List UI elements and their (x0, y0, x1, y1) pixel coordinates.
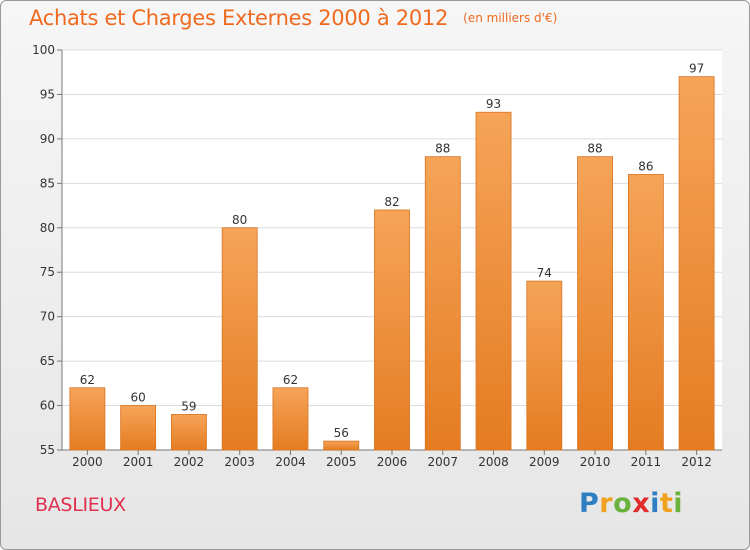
data-label: 60 (131, 391, 146, 405)
logo-letter: i (673, 488, 684, 519)
logo-letter: t (659, 488, 674, 519)
chart-title: Achats et Charges Externes 2000 à 2012 (29, 6, 449, 30)
logo-letter: r (599, 488, 614, 519)
data-label: 82 (384, 195, 399, 209)
y-tick-label: 75 (40, 265, 55, 279)
commune-name: BASLIEUX (35, 494, 126, 516)
bar (69, 387, 106, 451)
x-tick-label: 2005 (326, 455, 357, 469)
bar (272, 387, 309, 451)
x-tick-label: 2006 (377, 455, 408, 469)
x-tick-label: 2007 (427, 455, 458, 469)
bar (171, 414, 207, 451)
data-label: 93 (486, 97, 501, 111)
x-tick-label: 2001 (123, 455, 154, 469)
logo-letter: i (650, 488, 660, 519)
data-label: 88 (435, 142, 450, 156)
logo-letter: x (632, 488, 651, 519)
data-label: 62 (80, 373, 95, 387)
bar (424, 156, 461, 451)
chart-title-row: Achats et Charges Externes 2000 à 2012 (… (29, 6, 557, 30)
y-tick-label: 65 (40, 354, 55, 368)
x-tick-label: 2012 (681, 455, 712, 469)
y-tick-label: 85 (40, 176, 55, 190)
data-label: 59 (181, 399, 196, 413)
x-tick-label: 2009 (529, 455, 560, 469)
bar (120, 405, 157, 451)
data-label: 62 (283, 373, 298, 387)
x-tick-label: 2010 (580, 455, 611, 469)
x-tick-label: 2003 (224, 455, 255, 469)
chart-unit: (en milliers d'€) (463, 11, 558, 25)
bar (678, 76, 715, 451)
bar (577, 156, 613, 451)
data-label: 86 (638, 159, 653, 173)
x-tick-label: 2011 (631, 455, 662, 469)
x-tick-label: 2004 (275, 455, 306, 469)
y-tick-label: 80 (40, 221, 55, 235)
y-tick-label: 70 (40, 310, 55, 324)
x-tick-label: 2008 (478, 455, 509, 469)
data-label: 80 (232, 213, 247, 227)
bar (526, 280, 563, 451)
bar (627, 174, 664, 451)
bar (323, 440, 360, 451)
y-tick-label: 90 (40, 132, 55, 146)
x-tick-label: 2002 (174, 455, 205, 469)
data-label: 74 (537, 266, 552, 280)
y-tick-label: 95 (40, 87, 55, 101)
y-tick-label: 60 (40, 399, 55, 413)
logo-letter: o (613, 488, 633, 519)
bar (374, 209, 410, 451)
y-tick-label: 55 (40, 443, 55, 457)
bar (221, 227, 258, 451)
data-label: 88 (587, 142, 602, 156)
bar (475, 111, 512, 451)
y-tick-label: 100 (32, 43, 55, 57)
data-label: 56 (334, 426, 349, 440)
data-label: 97 (689, 62, 704, 76)
x-tick-label: 2000 (72, 455, 103, 469)
logo-letter: P (579, 488, 600, 519)
proxiti-logo: Proxiti (579, 488, 683, 519)
